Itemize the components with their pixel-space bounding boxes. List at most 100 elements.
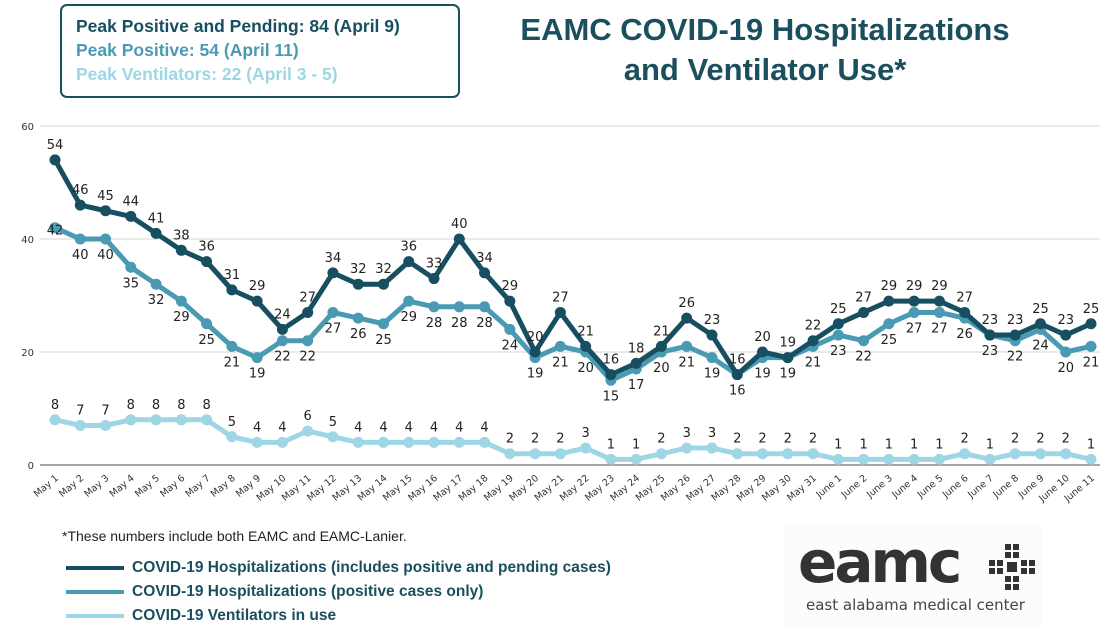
data-label: 34 [325,251,342,266]
data-label: 8 [177,398,185,413]
data-point [428,301,440,313]
logo-subtitle: east alabama medical center [806,596,1025,614]
data-point [681,312,693,324]
data-point [655,340,667,352]
data-label: 2 [733,432,741,447]
data-point [1034,448,1046,460]
x-tick-label: May 5 [133,473,162,500]
data-label: 6 [304,409,312,424]
data-point [1009,329,1021,341]
data-point [580,340,592,352]
data-point [630,357,642,369]
data-label: 26 [678,296,695,311]
data-label: 2 [506,432,514,447]
data-label: 22 [299,350,316,365]
data-point [883,453,895,465]
data-label: 29 [249,279,266,294]
data-point [504,448,516,460]
data-label: 29 [906,279,923,294]
data-point [630,453,642,465]
data-label: 44 [123,194,140,209]
data-label: 41 [148,211,165,226]
data-point [1060,346,1072,358]
data-point [251,352,263,364]
legend-item-positive-only: COVID-19 Hospitalizations (positive case… [66,580,611,604]
data-point [706,442,718,454]
data-point [175,414,187,426]
data-point [352,312,364,324]
data-label: 2 [784,432,792,447]
data-label: 36 [198,240,215,255]
data-point [276,436,288,448]
data-label: 3 [708,426,716,441]
data-label: 28 [451,316,468,331]
data-label: 27 [325,321,342,336]
data-point [706,329,718,341]
data-label: 2 [1036,432,1044,447]
data-label: 25 [881,333,898,348]
data-point [150,414,162,426]
data-label: 19 [780,367,797,382]
data-label: 5 [329,415,337,430]
legend-label: COVID-19 Hospitalizations (includes posi… [132,559,611,576]
x-tick-label: May 1 [32,473,61,500]
data-point [453,301,465,313]
data-label: 2 [961,432,969,447]
data-label: 42 [47,224,64,239]
x-tick-label: June 6 [940,473,971,501]
data-label: 27 [855,290,872,305]
x-tick-label: June 8 [990,473,1021,501]
data-point [1060,448,1072,460]
data-label: 29 [502,279,519,294]
data-point [251,436,263,448]
data-point [529,448,541,460]
data-point [908,453,920,465]
data-label: 20 [653,361,670,376]
grid-layer [40,125,1100,466]
data-point [453,436,465,448]
data-point [504,295,516,307]
data-label: 25 [1032,302,1049,317]
data-label: 29 [173,310,190,325]
data-label: 21 [1083,355,1100,370]
data-point [302,335,314,347]
data-label: 27 [931,321,948,336]
data-label: 24 [502,338,519,353]
x-tick-label: June 5 [915,473,946,501]
data-label: 27 [956,290,973,305]
data-label: 21 [224,355,241,370]
data-label: 1 [607,437,615,452]
data-point [479,436,491,448]
data-label: 54 [47,138,64,153]
data-label: 3 [581,426,589,441]
data-point [554,306,566,318]
data-point [74,233,86,245]
data-point [504,323,516,335]
data-point [453,233,465,245]
data-label: 22 [805,319,822,334]
data-label: 1 [834,437,842,452]
data-label: 23 [704,313,721,328]
data-label: 22 [1007,350,1024,365]
data-point [984,329,996,341]
data-label: 46 [72,183,89,198]
data-label: 24 [274,307,291,322]
data-point [1060,329,1072,341]
data-label: 20 [754,330,771,345]
y-tick-label: 20 [21,348,34,359]
data-point [377,318,389,330]
data-label: 7 [101,403,109,418]
data-point [150,278,162,290]
data-label: 40 [451,217,468,232]
data-point [858,306,870,318]
data-label: 27 [299,290,316,305]
data-point [352,436,364,448]
x-tick-label: June 4 [889,473,920,501]
data-point [175,295,187,307]
data-point [479,267,491,279]
data-label: 26 [350,327,367,342]
data-point [933,453,945,465]
data-label: 32 [375,262,392,277]
data-point [832,318,844,330]
